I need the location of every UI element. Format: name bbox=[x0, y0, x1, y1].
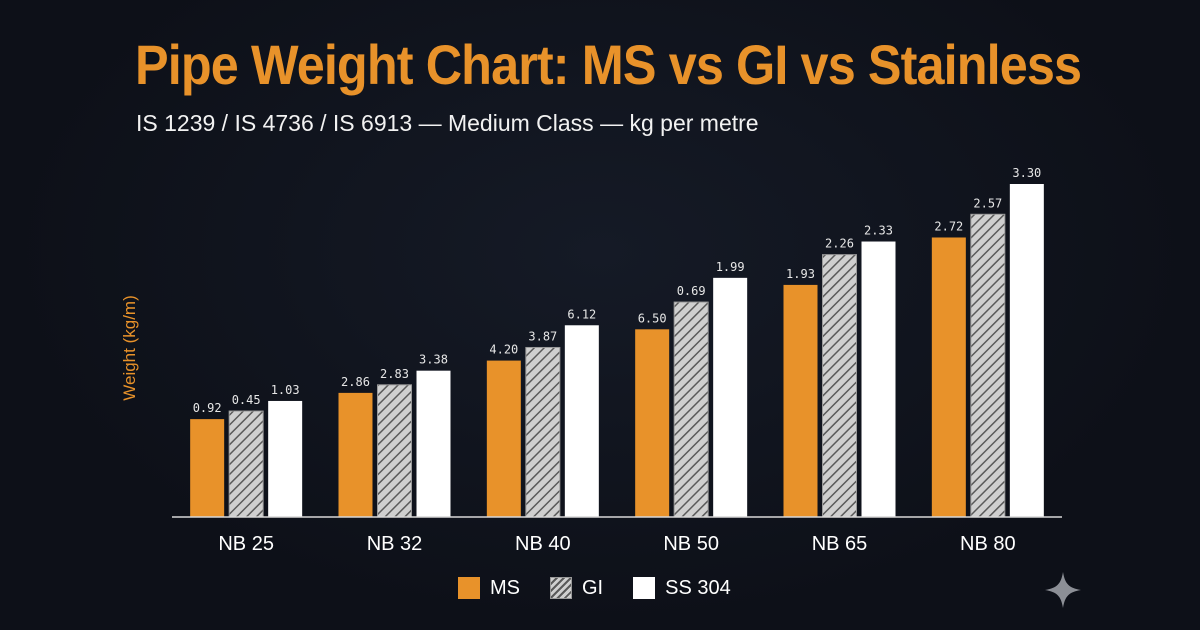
data-label-ss-nb32: 3.38 bbox=[419, 353, 448, 367]
data-label-ms-nb50: 6.50 bbox=[638, 311, 667, 325]
bar-ms-nb32 bbox=[338, 392, 373, 517]
bar-ss-nb50 bbox=[713, 277, 748, 517]
data-label-ss-nb50: 1.99 bbox=[716, 260, 745, 274]
data-label-ms-nb32: 2.86 bbox=[341, 375, 370, 389]
bar-ss-nb65 bbox=[861, 241, 896, 517]
data-label-gi-nb50: 0.69 bbox=[677, 284, 706, 298]
bar-gi-nb65 bbox=[822, 254, 857, 518]
data-label-ms-nb40: 4.20 bbox=[489, 343, 518, 357]
data-label-gi-nb32: 2.83 bbox=[380, 367, 409, 381]
bar-ms-nb80 bbox=[931, 237, 966, 517]
bar-ms-nb25 bbox=[190, 419, 225, 517]
x-tick-label: NB 32 bbox=[367, 533, 423, 555]
bar-ms-nb50 bbox=[635, 329, 670, 517]
data-label-ss-nb80: 3.30 bbox=[1012, 166, 1041, 180]
x-tick-label: NB 40 bbox=[515, 533, 571, 555]
data-label-ss-nb25: 1.03 bbox=[271, 383, 300, 397]
page-subtitle: IS 1239 / IS 4736 / IS 6913 — Medium Cla… bbox=[136, 110, 759, 136]
bar-ms-nb65 bbox=[783, 284, 818, 517]
data-label-ss-nb65: 2.33 bbox=[864, 224, 893, 238]
legend-label-ss: SS 304 bbox=[665, 576, 731, 599]
legend: MS GI SS 304 bbox=[458, 575, 761, 601]
data-label-ms-nb80: 2.72 bbox=[934, 219, 963, 233]
data-label-ms-nb65: 1.93 bbox=[786, 267, 815, 281]
legend-swatch-gi bbox=[550, 577, 572, 599]
sparkle-icon bbox=[1045, 572, 1081, 608]
legend-item-gi: GI bbox=[550, 577, 603, 600]
bar-gi-nb32 bbox=[377, 384, 412, 518]
legend-item-ss: SS 304 bbox=[633, 577, 731, 600]
bar-ms-nb40 bbox=[486, 360, 521, 517]
x-tick-label: NB 50 bbox=[663, 533, 719, 555]
bar-gi-nb40 bbox=[525, 346, 561, 518]
x-tick-label: NB 65 bbox=[812, 533, 868, 555]
bar-gi-nb25 bbox=[228, 410, 264, 518]
data-label-ms-nb25: 0.92 bbox=[193, 401, 222, 415]
x-tick-label: NB 25 bbox=[218, 533, 274, 555]
legend-swatch-ms bbox=[458, 577, 480, 599]
x-tick-label: NB 80 bbox=[960, 533, 1016, 555]
data-label-gi-nb80: 2.57 bbox=[973, 196, 1002, 210]
page-title: Pipe Weight Chart: MS vs GI vs Stainless bbox=[135, 33, 1082, 96]
legend-item-ms: MS bbox=[458, 577, 520, 600]
legend-label-ms: MS bbox=[490, 576, 520, 599]
bar-gi-nb50 bbox=[673, 301, 709, 518]
data-label-gi-nb40: 3.87 bbox=[528, 329, 557, 343]
bar-ss-nb80 bbox=[1009, 184, 1044, 517]
x-tick-labels: NB 25 NB 32 NB 40 NB 50 NB 65 NB 80 bbox=[218, 533, 1015, 555]
bar-ss-nb40 bbox=[564, 325, 599, 517]
legend-label-gi: GI bbox=[582, 576, 604, 599]
data-label-ss-nb40: 6.12 bbox=[567, 307, 596, 321]
data-label-gi-nb65: 2.26 bbox=[825, 237, 854, 251]
bars-group: 0.92 0.45 1.03 2.86 2.83 3.38 4.20 3.87 6.12 6.50… bbox=[190, 166, 1044, 518]
data-label-gi-nb25: 0.45 bbox=[232, 393, 261, 407]
bar-gi-nb80 bbox=[970, 213, 1006, 518]
legend-swatch-ss bbox=[633, 577, 656, 599]
bar-ss-nb25 bbox=[268, 400, 303, 517]
bar-ss-nb32 bbox=[416, 370, 451, 517]
